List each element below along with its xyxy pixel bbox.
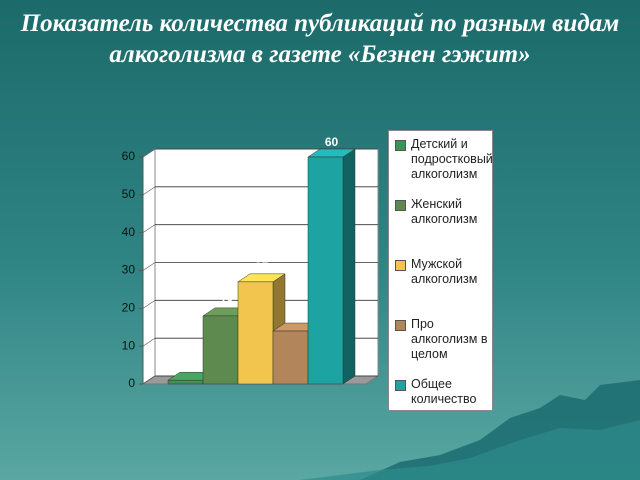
legend-label: Женский алкоголизм [411,197,478,226]
legend-swatch [395,200,406,211]
legend-swatch [395,260,406,271]
grid-line-side [142,186,156,196]
legend-item: Женский алкоголизм [393,197,488,251]
value-label: 60 [325,135,339,149]
legend-label: Детский и подростковый алкоголизм [411,137,493,181]
legend-label: Общее количество [411,377,477,406]
legend-item: Детский и подростковый алкоголизм [393,137,492,191]
legend-item: Мужской алкоголизм [393,257,488,311]
mountains-light [300,420,640,480]
legend-item: Общее количество [393,377,488,410]
value-label: 14 [290,309,304,323]
y-tick-label: 0 [128,376,135,390]
grid-line-side [142,262,156,271]
y-tick-label: 30 [122,263,136,277]
slide-title: Показатель количества публикаций по разн… [20,10,620,68]
grid-line-side [142,300,156,309]
grid-line-side [142,224,156,233]
grid-line-side [142,375,156,385]
bar [167,379,204,385]
grid-line-side [142,337,156,347]
legend-swatch [395,140,406,151]
bar [202,315,239,385]
y-tick-label: 50 [122,187,136,201]
value-label: 27 [255,260,269,274]
y-tick-label: 40 [122,225,136,239]
y-tick-label: 20 [122,301,136,315]
value-label: 1 [188,358,195,372]
legend-label: Мужской алкоголизм [411,257,478,286]
grid-line-side [142,148,156,158]
bar-side [342,148,356,385]
y-tick-label: 60 [122,149,136,163]
legend-swatch [395,380,406,391]
bar [237,281,274,385]
bar [307,156,344,385]
legend-label: Про алкоголизм в целом [411,317,488,361]
y-tick-label: 10 [122,338,136,352]
legend: Детский и подростковый алкоголизм Женский… [388,130,493,411]
legend-swatch [395,320,406,331]
legend-item: Про алкоголизм в целом [393,317,488,371]
value-label: 18 [220,294,234,308]
bar [272,330,309,385]
